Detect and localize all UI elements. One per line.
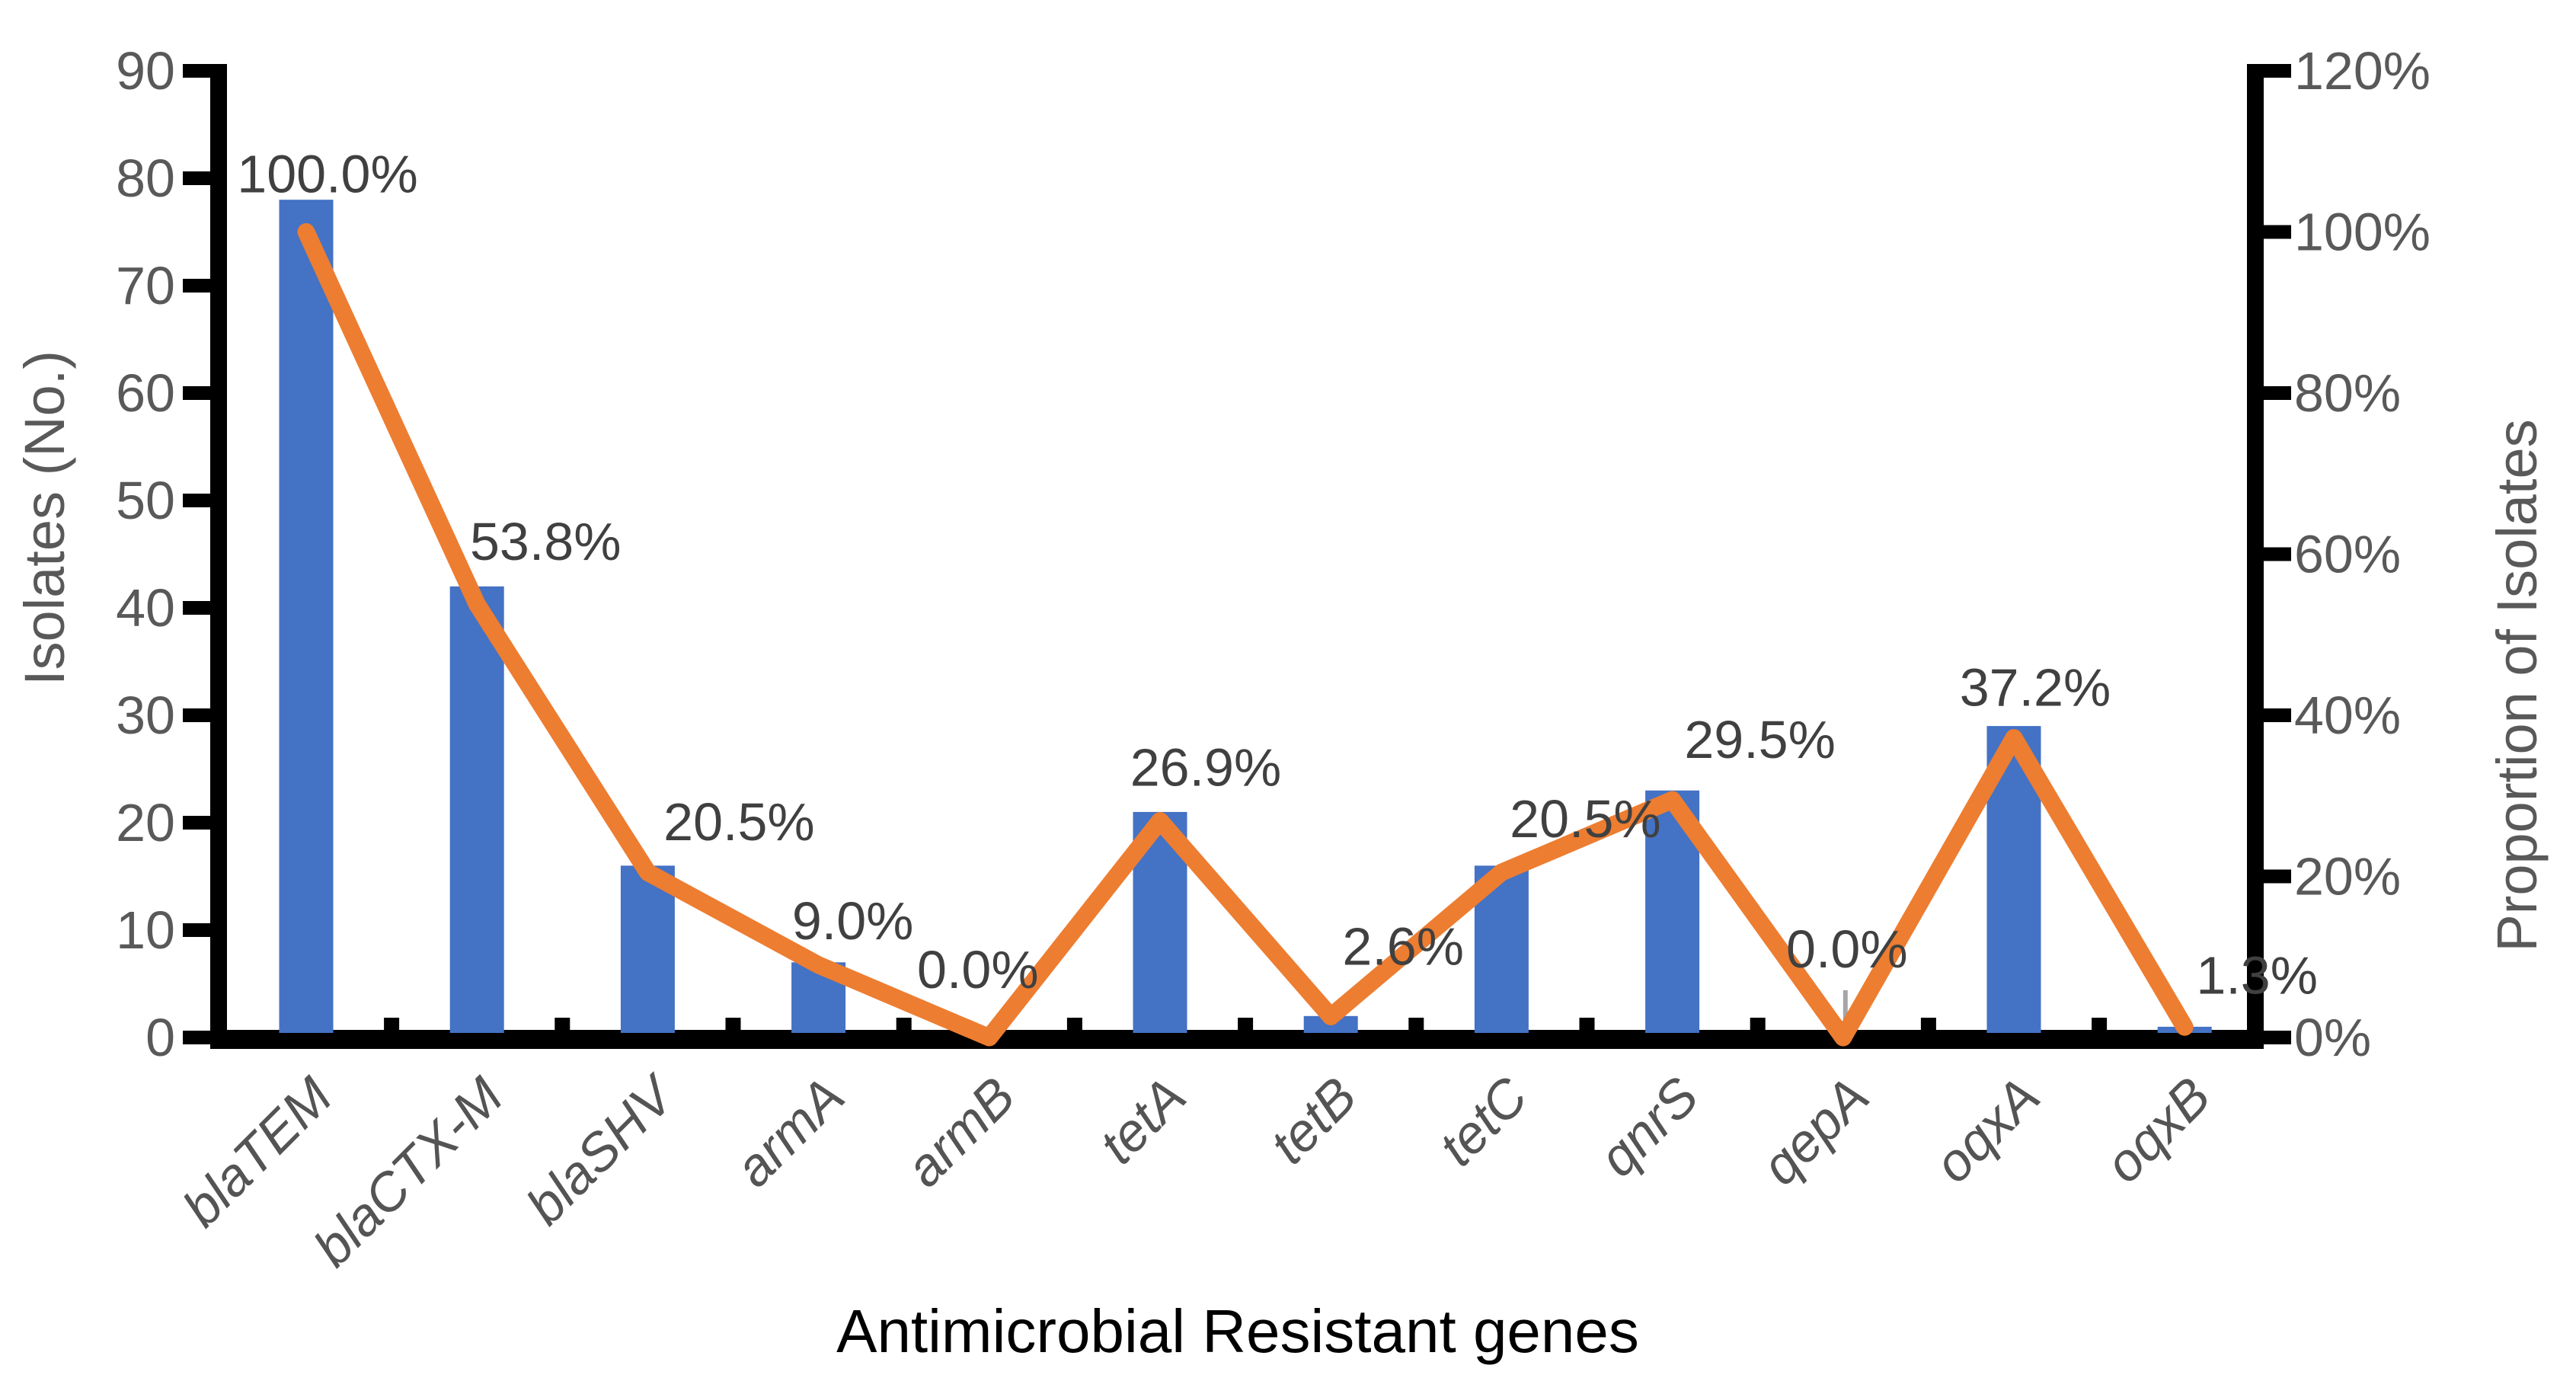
left-axis-line [210, 64, 227, 1049]
y-tick-label-left: 80 [116, 149, 175, 208]
x-axis-tick [896, 1018, 912, 1030]
bar-blaTEM [279, 200, 334, 1034]
y-tick-label-right: 80% [2294, 363, 2401, 423]
x-axis-tick [725, 1018, 741, 1030]
x-tick-label-armA: armA [724, 1066, 855, 1197]
y-tick-label-left: 90 [116, 41, 175, 101]
left-axis-tick [183, 816, 210, 830]
right-axis-tick [2264, 547, 2291, 561]
x-tick-label-blaCTX-M: blaCTX-M [302, 1066, 514, 1277]
data-label-blaTEM: 100.0% [237, 145, 417, 204]
y-tick-label-right: 60% [2294, 525, 2401, 584]
data-label-blaSHV: 20.5% [663, 792, 814, 852]
x-tick-label-qnrS: qnrS [1587, 1066, 1709, 1188]
x-tick-label-tetB: tetB [1259, 1066, 1368, 1175]
right-axis-tick [2264, 386, 2291, 400]
left-axis-tick [183, 171, 210, 185]
y-tick-label-right: 0% [2294, 1008, 2371, 1067]
bar-blaCTX-M [449, 586, 504, 1033]
x-axis-tick [555, 1018, 570, 1030]
data-label-oqxB: 1.3% [2196, 945, 2318, 1005]
left-axis-tick [183, 386, 210, 400]
x-axis-tick [1238, 1018, 1254, 1030]
left-axis-tick [183, 64, 210, 78]
x-tick-label-tetC: tetC [1427, 1066, 1539, 1177]
left-axis-tick [183, 279, 210, 293]
right-axis-line [2247, 64, 2264, 1049]
x-tick-label-blaTEM: blaTEM [171, 1066, 344, 1238]
x-tick-label-armB: armB [894, 1066, 1026, 1197]
percentage-line-series [297, 223, 2194, 1047]
x-axis-tick [1750, 1018, 1766, 1030]
x-axis-line [210, 1030, 2264, 1049]
right-axis-tick [2264, 225, 2291, 239]
data-label-qnrS: 29.5% [1684, 710, 1835, 769]
y-tick-label-left: 0 [145, 1008, 175, 1067]
data-label-armA: 9.0% [792, 891, 914, 951]
x-axis-tick [1066, 1018, 1082, 1030]
y-tick-label-left: 10 [116, 900, 175, 960]
y-tick-label-right: 120% [2294, 41, 2431, 101]
bar-blaSHV [620, 865, 675, 1033]
x-axis-tick [2092, 1018, 2108, 1030]
x-axis-title: Antimicrobial Resistant genes [836, 1297, 1639, 1365]
x-tick-label-blaSHV: blaSHV [515, 1063, 688, 1236]
x-tick-label-qepA: qepA [1750, 1066, 1881, 1196]
data-label-tetC: 20.5% [1510, 789, 1660, 849]
data-label-tetB: 2.6% [1342, 917, 1464, 977]
y-tick-label-left: 30 [116, 686, 175, 745]
y-tick-label-left: 60 [116, 363, 175, 423]
left-axis-tick [183, 923, 210, 937]
y-tick-label-right: 100% [2294, 203, 2431, 262]
y-tick-label-left: 20 [116, 793, 175, 852]
data-label-qepA: 0.0% [1786, 919, 1908, 979]
y-tick-label-left: 50 [116, 471, 175, 530]
left-axis-tick [183, 708, 210, 722]
right-axis-tick [2264, 64, 2291, 78]
left-axis-tick [183, 601, 210, 615]
y-tick-label-right: 20% [2294, 847, 2401, 906]
x-tick-label-oqxB: oqxB [2094, 1066, 2222, 1194]
data-label-blaCTX-M: 53.8% [470, 512, 621, 571]
data-label-tetA: 26.9% [1130, 738, 1281, 798]
data-label-armB: 0.0% [917, 940, 1039, 999]
right-axis-title: Proportion of Isolates [2485, 419, 2549, 951]
y-tick-label-left: 70 [116, 256, 175, 315]
x-axis-tick [1579, 1018, 1595, 1030]
data-label-oqxA: 37.2% [1960, 658, 2111, 718]
left-axis-tick [183, 494, 210, 507]
right-axis-tick [2264, 708, 2291, 722]
x-tick-label-oqxA: oqxA [1923, 1066, 2051, 1194]
y-tick-label-left: 40 [116, 578, 175, 638]
x-axis-tick [384, 1018, 400, 1030]
left-axis-title: Isolates (No.) [13, 350, 76, 686]
right-axis-tick [2264, 1031, 2291, 1044]
x-axis-tick [1920, 1018, 1936, 1030]
x-axis-tick [1408, 1018, 1424, 1030]
y-tick-label-right: 40% [2294, 686, 2401, 745]
right-axis-tick [2264, 869, 2291, 884]
left-axis-tick [183, 1031, 210, 1044]
x-tick-label-tetA: tetA [1088, 1066, 1197, 1175]
